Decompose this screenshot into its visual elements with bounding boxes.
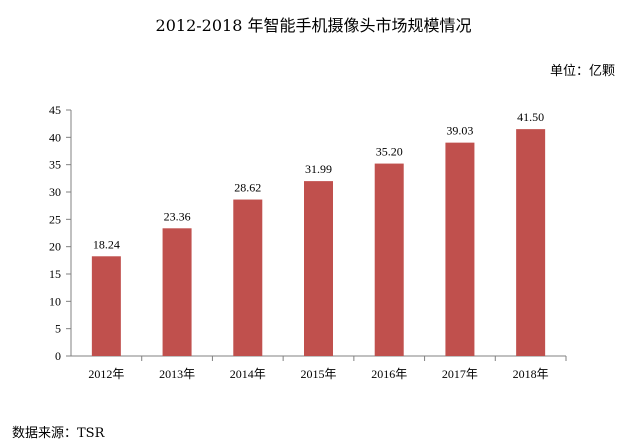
y-tick-label: 35 — [49, 158, 61, 172]
x-tick-label: 2015年 — [300, 367, 336, 381]
bar — [304, 181, 333, 356]
x-tick-label: 2017年 — [442, 367, 478, 381]
data-label: 23.36 — [164, 209, 191, 223]
y-tick-label: 30 — [49, 185, 61, 199]
data-label: 18.24 — [93, 237, 120, 251]
data-label: 31.99 — [305, 162, 332, 176]
chart-title: 2012-2018 年智能手机摄像头市场规模情况 — [155, 16, 472, 35]
bar — [516, 129, 546, 356]
y-tick-label: 40 — [49, 130, 61, 144]
y-tick-label: 0 — [55, 349, 61, 363]
y-tick-label: 45 — [49, 103, 61, 117]
source-note: 数据来源：TSR — [12, 426, 105, 441]
x-tick-label: 2013年 — [159, 367, 195, 381]
x-tick-label: 2016年 — [371, 367, 407, 381]
y-tick-label: 5 — [55, 322, 61, 336]
bar — [91, 256, 121, 356]
x-tick-label: 2018年 — [513, 367, 549, 381]
data-label: 28.62 — [234, 181, 261, 195]
x-tick-label: 2012年 — [88, 367, 124, 381]
bar — [162, 228, 192, 356]
data-label: 39.03 — [446, 124, 473, 138]
data-label: 41.50 — [517, 110, 544, 124]
y-tick-label: 10 — [49, 294, 61, 308]
y-tick-label: 25 — [49, 212, 61, 226]
bar — [374, 163, 404, 356]
data-label: 35.20 — [376, 145, 403, 159]
y-tick-label: 20 — [49, 240, 61, 254]
x-tick-label: 2014年 — [230, 367, 266, 381]
bar — [233, 199, 263, 356]
bar — [445, 142, 475, 356]
y-tick-label: 15 — [49, 267, 61, 281]
unit-label: 单位：亿颗 — [549, 64, 615, 79]
